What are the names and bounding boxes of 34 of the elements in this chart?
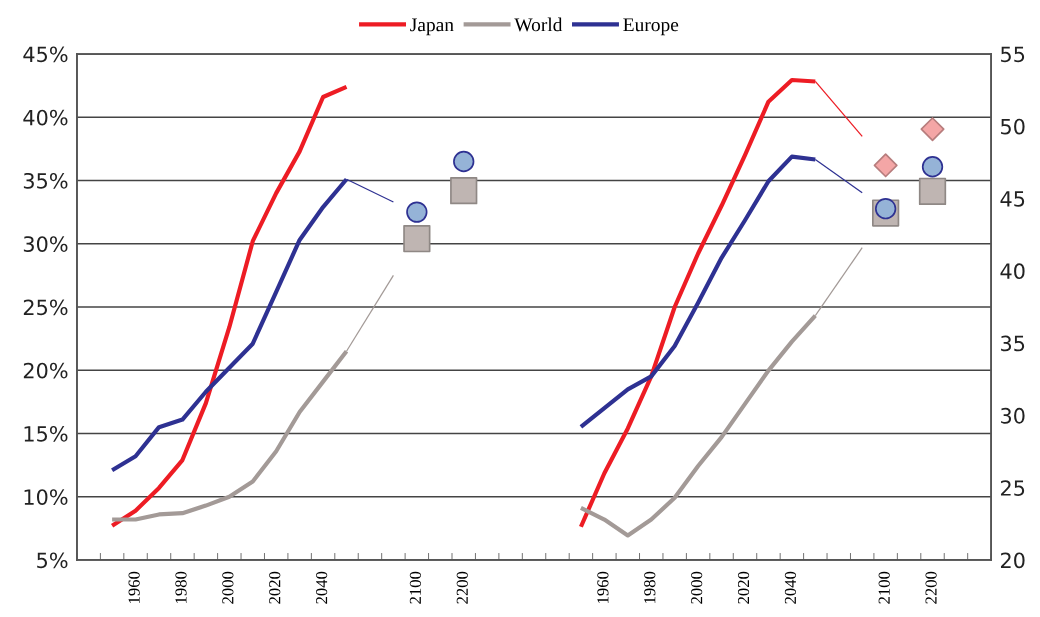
y2-tick-label: 20 <box>1000 552 1025 569</box>
y-tick-label: 30% <box>23 236 68 252</box>
y2-tick-label: 55 <box>1001 46 1025 63</box>
y2-tick-label: 35 <box>1001 335 1025 352</box>
x-tick-label: 1980 <box>644 571 656 603</box>
y2-tick-label: 50 <box>1001 118 1025 135</box>
x-tick-label: 2040 <box>784 571 797 604</box>
x-tick-label: 2200 <box>925 571 937 604</box>
y-tick-label: 45% <box>23 46 68 63</box>
legend-label: Europe <box>623 18 679 36</box>
y-tick-label: 5% <box>37 552 68 569</box>
x-tick-label: 2200 <box>456 571 468 604</box>
y-tick-label: 15% <box>24 425 68 442</box>
y2-tick-label: 40 <box>1000 263 1025 280</box>
x-tick-label: 2100 <box>878 571 890 604</box>
y-tick-label: 40% <box>23 109 68 126</box>
x-tick-label: 2000 <box>691 571 703 604</box>
x-tick-label: 2020 <box>737 571 750 604</box>
y2-tick-label: 45 <box>1000 191 1025 207</box>
y-tick-label: 25% <box>23 299 68 316</box>
legend-label: Japan <box>410 18 454 36</box>
x-tick-label: 2040 <box>316 571 328 604</box>
x-tick-label: 2100 <box>409 571 422 604</box>
x-tick-label: 1960 <box>128 571 140 603</box>
y2-tick-label: 25 <box>1000 480 1025 496</box>
x-tick-label: 1980 <box>175 571 187 603</box>
y-tick-label: 35% <box>23 172 68 189</box>
y2-tick-label: 30 <box>1001 407 1025 424</box>
x-tick-label: 2000 <box>222 571 234 604</box>
y-tick-label: 10% <box>24 489 68 505</box>
x-tick-label: 2020 <box>269 571 281 604</box>
legend-label: World <box>514 17 563 32</box>
x-tick-label: 1960 <box>597 571 609 603</box>
y-tick-label: 20% <box>23 362 68 379</box>
